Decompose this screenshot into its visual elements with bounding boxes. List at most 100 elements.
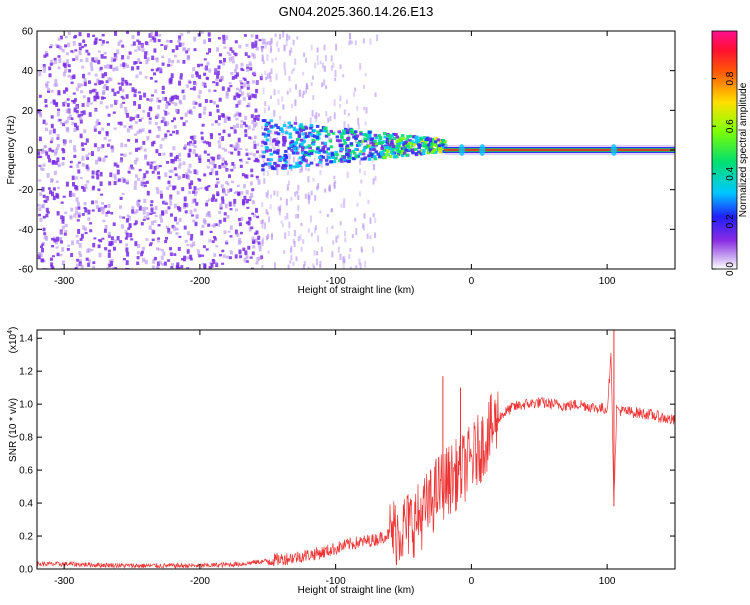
spectro-cell: [237, 240, 241, 245]
spectro-cell: [269, 152, 273, 156]
spectro-cell: [128, 152, 132, 155]
spectro-cell: [166, 186, 170, 191]
spectro-cell: [42, 194, 46, 198]
spectro-cell: [257, 114, 261, 118]
spectro-cell: [284, 149, 288, 153]
spectro-cell: [82, 225, 86, 230]
spectro-cell: [50, 101, 54, 104]
spectro-cell: [342, 129, 346, 133]
spectro-cell: [194, 101, 198, 105]
spectro-cell: [221, 249, 225, 253]
spectro-cell: [168, 169, 172, 173]
spectro-cell: [121, 77, 125, 82]
spectro-cell: [120, 224, 124, 229]
spectro-cell: [156, 240, 160, 243]
spectro-cell: [87, 262, 91, 267]
spectro-cell: [392, 137, 397, 141]
spectro-cell: [183, 255, 187, 259]
snr-x-ticks: -300 -200 -100 0 100: [54, 330, 616, 587]
spectro-cell: [221, 136, 225, 141]
y-tick-label: -20: [19, 185, 34, 196]
spectro-cell: [76, 258, 80, 262]
spectro-cell: [101, 144, 105, 148]
spectro-cell: [92, 242, 96, 248]
spectro-cell: [162, 152, 166, 156]
spectro-cell: [57, 55, 61, 58]
spectro-cell: [203, 72, 207, 76]
snr-multiplier-exp: 4: [7, 330, 14, 334]
spectro-cell: [122, 258, 126, 261]
spectro-cell: [126, 179, 129, 185]
spectro-cell: [286, 186, 289, 191]
spectro-cell: [83, 207, 87, 210]
spectro-cell: [262, 38, 265, 45]
spectro-cell: [316, 133, 320, 137]
spectro-cell: [236, 111, 240, 116]
spectro-cell: [269, 76, 272, 82]
spectro-cell: [372, 148, 376, 152]
snr-multiplier-close: ): [8, 327, 19, 330]
spectro-cell: [83, 78, 87, 83]
spectro-cell: [301, 94, 304, 99]
spectro-cell: [237, 137, 241, 143]
spectro-cell: [203, 39, 207, 45]
spectro-cell: [171, 224, 175, 229]
spectro-cell: [218, 155, 222, 160]
spectro-cell: [112, 222, 116, 227]
spectro-cell: [187, 47, 191, 52]
spectro-cell: [201, 31, 204, 34]
spectro-cell: [43, 54, 47, 58]
spectro-cell: [273, 150, 277, 154]
spectro-cell: [222, 254, 226, 259]
spectro-cell: [169, 40, 173, 43]
spectro-cell: [206, 61, 210, 66]
spectro-cell: [215, 170, 219, 176]
spectro-cell: [172, 146, 176, 151]
spectro-cell: [82, 110, 86, 115]
spectro-cell: [38, 213, 41, 217]
spectro-cell: [75, 104, 79, 107]
spectro-cell: [103, 228, 107, 233]
spectro-cell: [108, 243, 112, 246]
spectro-cell: [96, 119, 100, 122]
spectro-cell: [246, 68, 249, 72]
spectro-cell: [315, 147, 320, 151]
spectro-cell: [102, 85, 106, 90]
spectro-cell: [290, 140, 295, 143]
spectro-cell: [426, 145, 431, 149]
spectro-cell: [287, 34, 290, 41]
spectro-cell: [320, 246, 323, 253]
spectro-cell: [130, 44, 134, 47]
spectro-cell: [343, 201, 346, 209]
spectro-cell: [195, 170, 199, 175]
spectro-cell: [81, 103, 85, 108]
spectro-cell: [169, 133, 173, 136]
spectro-cell: [91, 170, 95, 175]
spectro-cell: [207, 223, 211, 227]
spectro-cell: [403, 141, 407, 145]
spectro-cell: [110, 104, 114, 108]
spectro-cell: [128, 166, 132, 170]
spectro-cell: [167, 180, 171, 185]
spectro-cell: [60, 122, 63, 125]
spectro-cell: [209, 230, 213, 234]
spectro-cell: [276, 41, 279, 47]
spectro-cell: [339, 157, 344, 161]
x-tick-label: 100: [599, 276, 616, 287]
spectro-cell: [189, 238, 193, 241]
spectro-cell: [61, 216, 65, 221]
spectro-cell: [316, 47, 319, 53]
spectro-cell: [262, 159, 265, 165]
spectro-cell: [56, 211, 60, 216]
spectro-cell: [168, 82, 172, 86]
spectro-cell: [185, 172, 189, 176]
spectro-cell: [116, 169, 120, 175]
spectro-cell: [75, 234, 79, 238]
spectro-cell: [338, 139, 342, 143]
spectro-cell: [279, 204, 282, 211]
spectro-cell: [52, 187, 56, 191]
spectro-cell: [222, 40, 226, 43]
spectro-cell: [171, 120, 174, 123]
spectro-cell: [171, 262, 174, 266]
spectro-cell: [100, 193, 104, 196]
